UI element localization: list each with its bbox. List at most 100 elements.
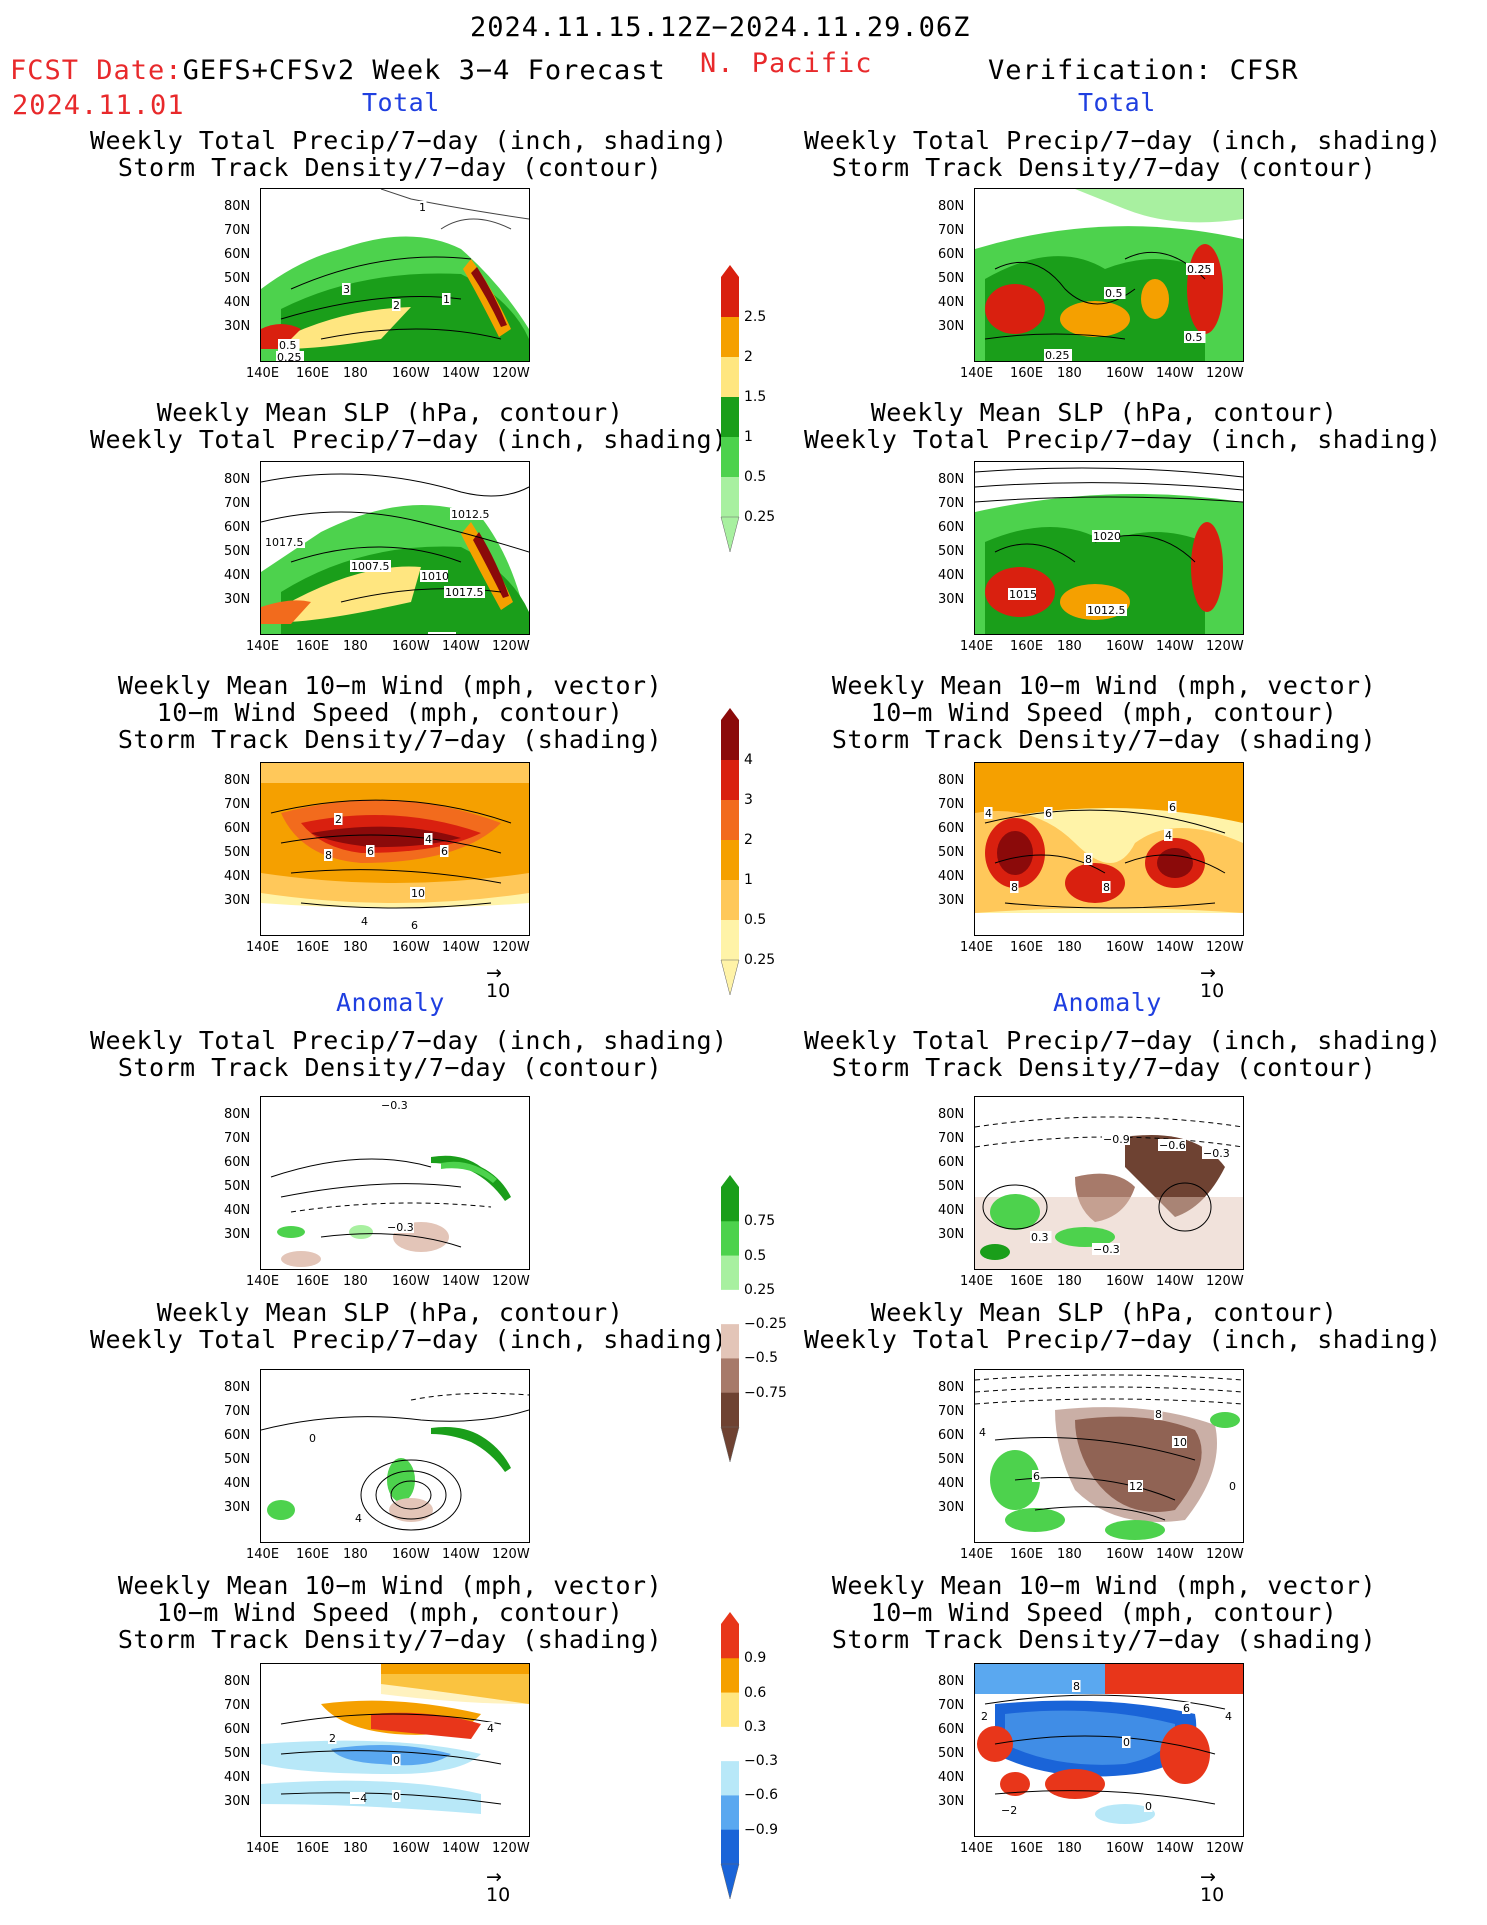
lon-tick-label: 140W <box>442 1547 480 1562</box>
svg-text:−0.3: −0.3 <box>1093 1243 1120 1256</box>
contour-label: 0 <box>392 1754 401 1767</box>
lat-tick-label: 40N <box>224 1770 251 1785</box>
section-anomaly-right: Anomaly <box>1053 988 1162 1017</box>
colorbar-label: 0.5 <box>744 469 767 485</box>
contour-label: 4 <box>978 1426 987 1439</box>
svg-text:6: 6 <box>1033 1470 1040 1483</box>
colorbar-label: 2 <box>744 832 753 848</box>
title-p9: Weekly Mean SLP (hPa, contour) Weekly Tot… <box>90 1300 727 1352</box>
contour-label: 0.5 <box>278 339 300 352</box>
colorbar-swatch <box>721 1358 739 1394</box>
svg-text:10: 10 <box>411 887 425 900</box>
lon-tick-label: 140E <box>960 1274 994 1289</box>
lat-tick-label: 40N <box>938 1476 965 1491</box>
lon-tick-label: 140E <box>960 940 994 955</box>
colorbar-track-anom <box>720 1612 740 1900</box>
lon-tick-label: 180 <box>343 639 368 654</box>
lat-tick-label: 60N <box>224 1428 251 1443</box>
vector-ref-value: 10 <box>1200 980 1225 1002</box>
lon-tick-label: 160W <box>392 940 430 955</box>
lon-tick-label: 120W <box>492 366 530 381</box>
svg-text:−2: −2 <box>1001 1804 1017 1817</box>
colorbar-label: 0.25 <box>744 952 776 968</box>
lon-tick-label: 140E <box>246 639 280 654</box>
region-label: N. Pacific <box>700 48 873 79</box>
lat-tick-label: 70N <box>224 223 251 238</box>
lon-tick-label: 140E <box>960 366 994 381</box>
contour-label: 4 <box>1164 829 1173 842</box>
contour-label: 0.3 <box>1030 1231 1052 1244</box>
title-line: 10−m Wind Speed (mph, contour) <box>156 698 624 727</box>
lon-tick-label: 160W <box>392 366 430 381</box>
section-total-left: Total <box>362 88 440 117</box>
lon-tick-label: 120W <box>492 639 530 654</box>
lon-tick-label: 140W <box>1156 1547 1194 1562</box>
lon-tick-label: 160E <box>1010 1547 1044 1562</box>
lat-tick-label: 70N <box>938 496 965 511</box>
lon-tick-label: 140W <box>1156 1274 1194 1289</box>
lon-tick-label: 160W <box>1106 639 1144 654</box>
colorbar-label: 1 <box>744 429 753 445</box>
svg-text:−4: −4 <box>351 1792 367 1805</box>
colorbar-swatch <box>721 1795 739 1831</box>
lat-tick-label: 50N <box>938 845 965 860</box>
colorbar-swatch <box>721 800 739 841</box>
title-line: Storm Track Density/7−day (shading) <box>117 1625 663 1654</box>
lon-tick-label: 140E <box>246 366 280 381</box>
lon-tick-label: 160E <box>296 639 330 654</box>
lon-tick-label: 140E <box>960 1547 994 1562</box>
title-p2: Weekly Total Precip/7−day (inch, shading… <box>804 128 1441 180</box>
lon-tick-label: 180 <box>1057 1547 1082 1562</box>
svg-text:0.25: 0.25 <box>277 351 302 361</box>
lon-tick-label: 140E <box>960 639 994 654</box>
colorbar-swatch <box>721 357 739 398</box>
svg-text:12: 12 <box>1129 1480 1143 1493</box>
lat-tick-label: 40N <box>224 295 251 310</box>
title-line: Weekly Mean SLP (hPa, contour) <box>870 1298 1338 1327</box>
title-line: Storm Track Density/7−day (shading) <box>831 1625 1377 1654</box>
svg-text:1012.5: 1012.5 <box>451 508 490 521</box>
colorbar-label: 0.25 <box>744 509 776 525</box>
colorbar-label: 2 <box>744 349 753 365</box>
lon-tick-label: 160E <box>1010 639 1044 654</box>
contour-label: 2 <box>392 299 401 312</box>
fcst-date: 2024.11.01 <box>12 90 185 121</box>
title-p11: Weekly Mean 10−m Wind (mph, vector) 10−m … <box>90 1573 690 1652</box>
contour-label: 0.25 <box>1044 349 1072 361</box>
fcst-date-label: FCST Date: <box>10 55 183 86</box>
lon-tick-label: 140W <box>442 639 480 654</box>
contour-label: 1020 <box>1092 530 1121 543</box>
contour-label: 12 <box>1128 1480 1143 1493</box>
colorbar-swatch <box>721 317 739 358</box>
lon-tick-label: 160E <box>1010 940 1044 955</box>
contour-label: 6 <box>440 845 449 858</box>
title-line: Storm Track Density/7−day (shading) <box>117 725 663 754</box>
lon-tick-label: 140E <box>246 1841 280 1856</box>
lat-tick-label: 70N <box>224 496 251 511</box>
contour-label: 1010 <box>420 570 449 583</box>
colorbar-label: 0.5 <box>744 1247 767 1264</box>
colorbar-arrow <box>721 708 739 720</box>
lat-tick-label: 60N <box>224 520 251 535</box>
colorbar-label: 4 <box>744 752 753 768</box>
title-line: Weekly Mean SLP (hPa, contour) <box>870 398 1338 427</box>
svg-text:2: 2 <box>335 813 342 826</box>
lat-tick-label: 50N <box>938 1746 965 1761</box>
lon-tick-label: 180 <box>1057 940 1082 955</box>
lon-tick-label: 140W <box>1156 1841 1194 1856</box>
title-p8: Weekly Total Precip/7−day (inch, shading… <box>804 1028 1441 1080</box>
title-line: 10−m Wind Speed (mph, contour) <box>870 1598 1338 1627</box>
lat-tick-label: 40N <box>224 1476 251 1491</box>
lat-tick-label: 30N <box>224 893 251 908</box>
lon-tick-label: 180 <box>343 1274 368 1289</box>
contour-label: 6 <box>1044 807 1053 820</box>
lon-tick-label: 140W <box>1156 639 1194 654</box>
map-svg: 0.25 0.5 0.25 0.5 <box>975 189 1243 361</box>
contour-label: −0.3 <box>1092 1243 1120 1256</box>
svg-text:10: 10 <box>1173 1436 1187 1449</box>
contour-label: 4 <box>424 833 433 846</box>
lat-tick-label: 30N <box>938 1227 965 1242</box>
lat-tick-label: 80N <box>224 773 251 788</box>
vector-ref-value: 10 <box>486 980 511 1002</box>
